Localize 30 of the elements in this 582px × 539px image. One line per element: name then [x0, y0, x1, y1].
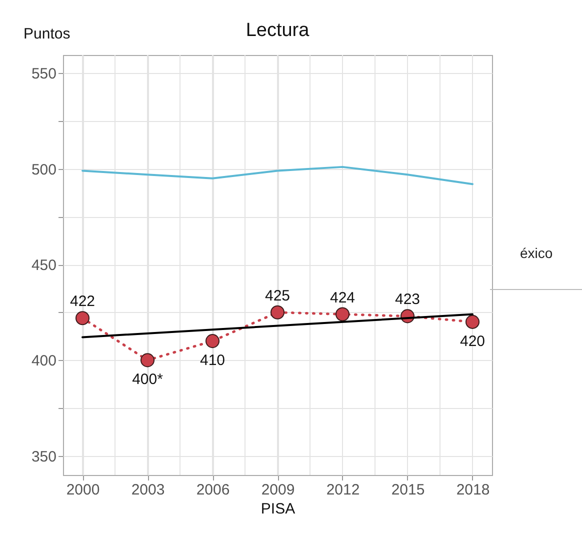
x-tick-label: 2009 — [261, 482, 295, 498]
data-label: 420 — [460, 332, 486, 350]
y-tick-label: 400 — [31, 352, 56, 370]
y-tick-label: 350 — [31, 448, 56, 466]
data-label: 410 — [200, 352, 226, 370]
point — [270, 305, 285, 320]
x-tick-label: 2006 — [196, 482, 230, 498]
point — [205, 334, 220, 348]
y-tick-label: 550 — [31, 66, 56, 83]
x-tick-label: 2000 — [66, 482, 100, 498]
data-label: 423 — [394, 291, 420, 308]
x-tick-label: 2015 — [391, 482, 425, 498]
point — [140, 353, 155, 368]
point — [75, 311, 90, 326]
y-axis-title: Puntos — [24, 26, 70, 42]
data-label: 425 — [264, 287, 290, 304]
x-tick-label: 2018 — [456, 482, 490, 498]
text: éxico — [520, 245, 553, 261]
x-tick-label: 2012 — [326, 482, 360, 498]
data-label: 400* — [132, 371, 164, 388]
data-label: 424 — [330, 289, 356, 306]
x-axis-title: PISA — [260, 500, 296, 518]
y-tick-label: 500 — [31, 161, 56, 178]
y-tick-label: 450 — [31, 257, 56, 274]
line-series — [82, 166, 474, 186]
point — [335, 307, 350, 322]
data-label: 422 — [70, 293, 96, 310]
point — [465, 314, 480, 329]
x-tick-label: 2003 — [131, 482, 165, 498]
chart-title: Lectura — [246, 20, 310, 41]
